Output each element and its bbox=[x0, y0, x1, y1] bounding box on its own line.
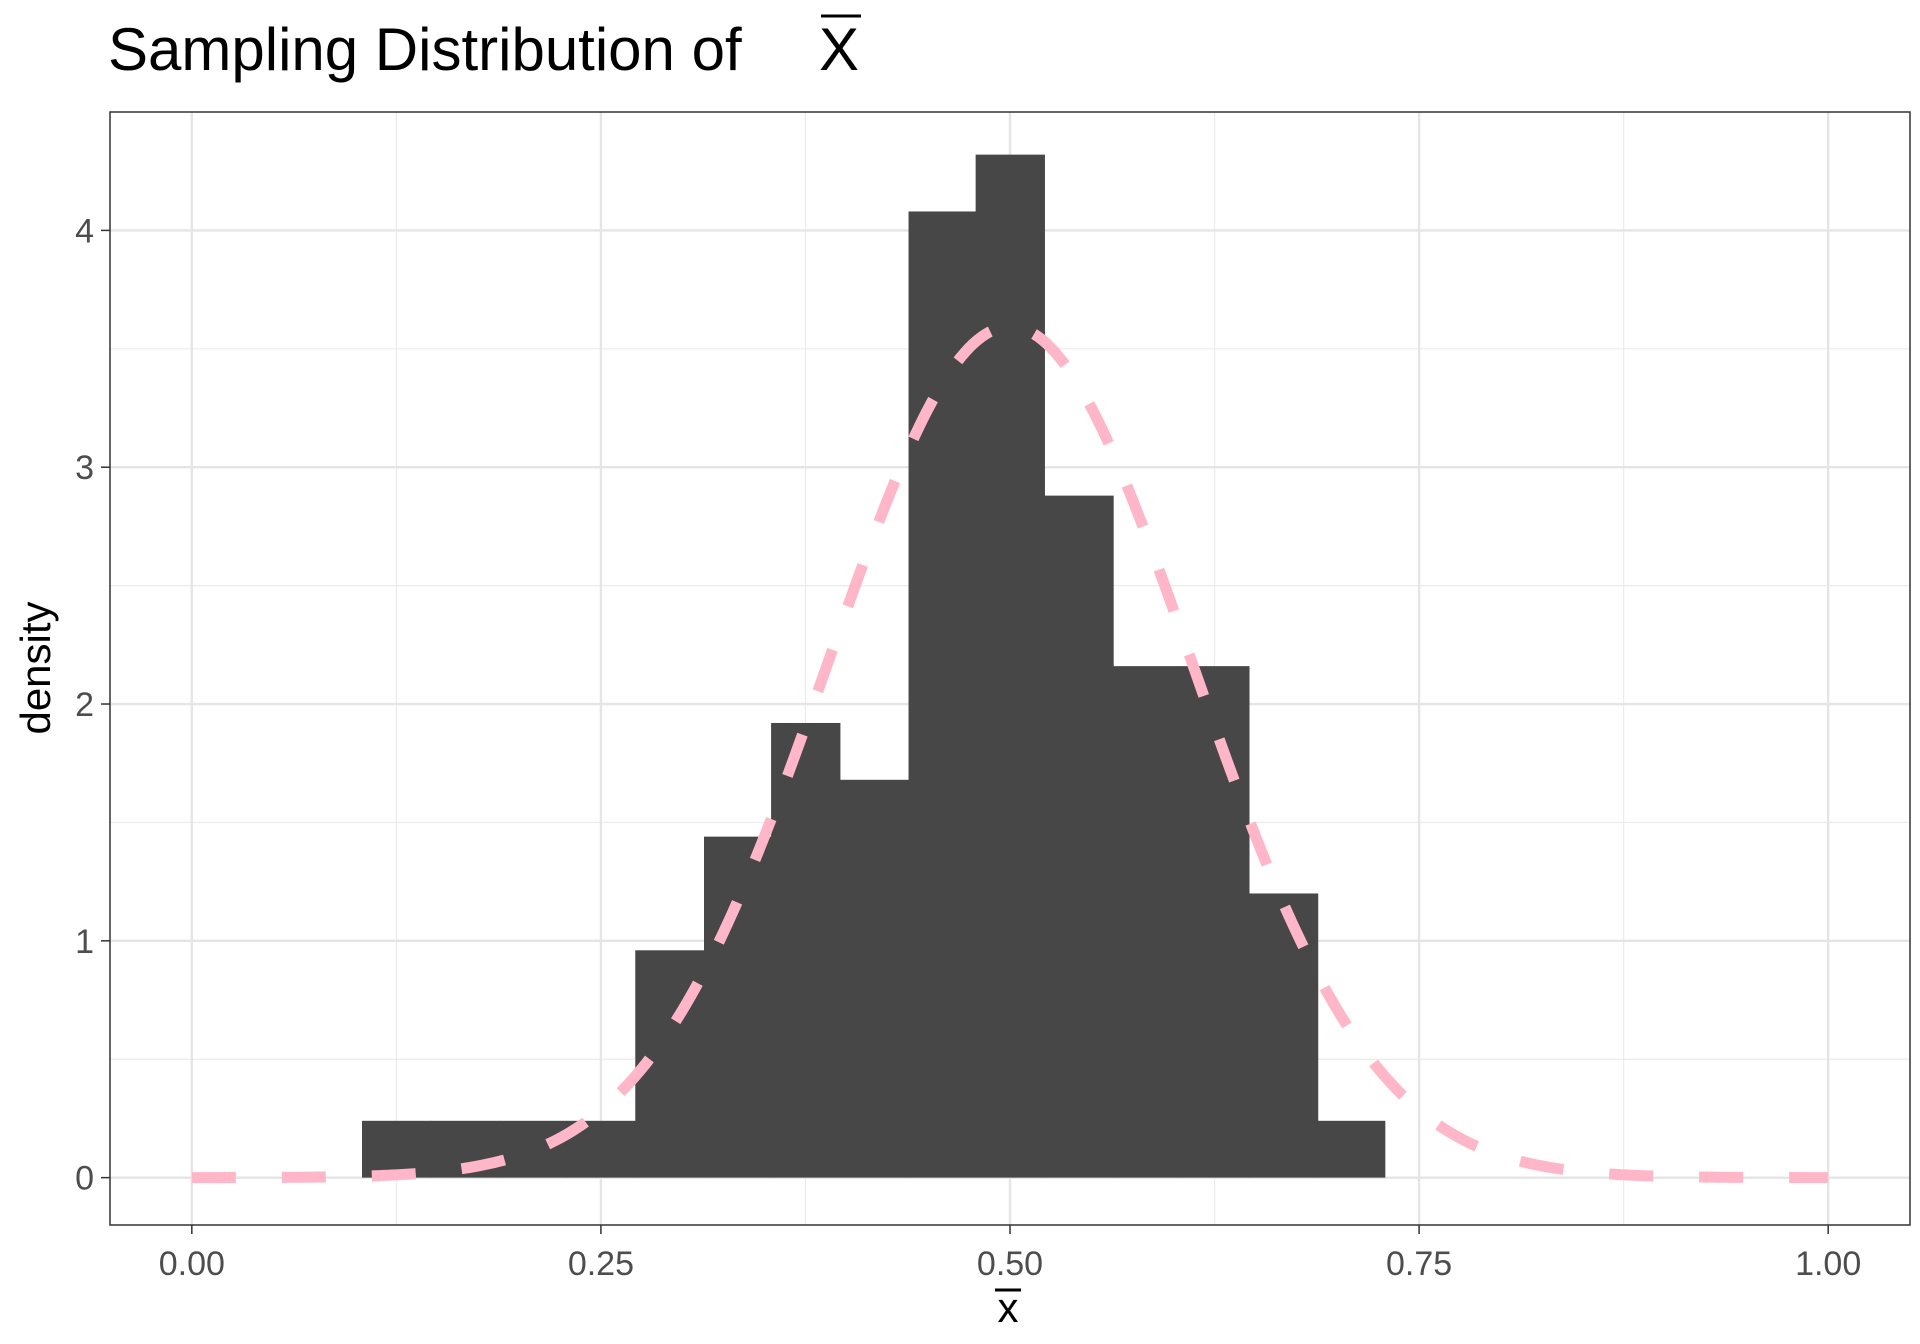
x-axis-title: x bbox=[998, 1284, 1019, 1331]
y-tick-label: 1 bbox=[75, 923, 94, 961]
y-axis-title: density bbox=[12, 601, 59, 734]
histogram-bar bbox=[908, 211, 977, 1178]
y-tick-label: 2 bbox=[75, 686, 94, 724]
x-tick-label: 1.00 bbox=[1795, 1245, 1861, 1283]
y-tick-label: 3 bbox=[75, 449, 94, 487]
density-curve-layer bbox=[191, 321, 1829, 1184]
histogram-bar bbox=[1113, 666, 1181, 1178]
y-tick-label: 4 bbox=[75, 212, 94, 250]
y-tick-label: 0 bbox=[75, 1160, 94, 1198]
x-tick-label: 0.75 bbox=[1386, 1245, 1452, 1283]
histogram-bar bbox=[362, 1120, 432, 1178]
axes: 0.00 0.25 0.50 0.75 1.00 0 1 2 3 4 bbox=[75, 212, 1861, 1283]
histogram-bar bbox=[1317, 1120, 1386, 1178]
histogram-bar bbox=[1180, 666, 1250, 1178]
x-tick-label: 0.25 bbox=[568, 1245, 634, 1283]
histogram-bar bbox=[839, 779, 910, 1178]
x-tick-label: 0.50 bbox=[977, 1245, 1043, 1283]
histogram-bar bbox=[1248, 893, 1319, 1178]
histogram-bar bbox=[975, 154, 1045, 1178]
histogram-bar bbox=[1044, 495, 1114, 1178]
histogram-bar bbox=[499, 1120, 568, 1178]
x-axis-title-group: x bbox=[995, 1284, 1021, 1331]
chart-title: Sampling Distribution of bbox=[108, 16, 742, 83]
histogram-bar bbox=[704, 836, 772, 1178]
title-symbol: X bbox=[819, 16, 859, 83]
title-xbar: X bbox=[819, 14, 861, 83]
normal-density-curve bbox=[191, 321, 1829, 1184]
x-tick-label: 0.00 bbox=[159, 1245, 225, 1283]
histogram-bar bbox=[771, 722, 841, 1178]
histogram-bars bbox=[362, 154, 1386, 1178]
